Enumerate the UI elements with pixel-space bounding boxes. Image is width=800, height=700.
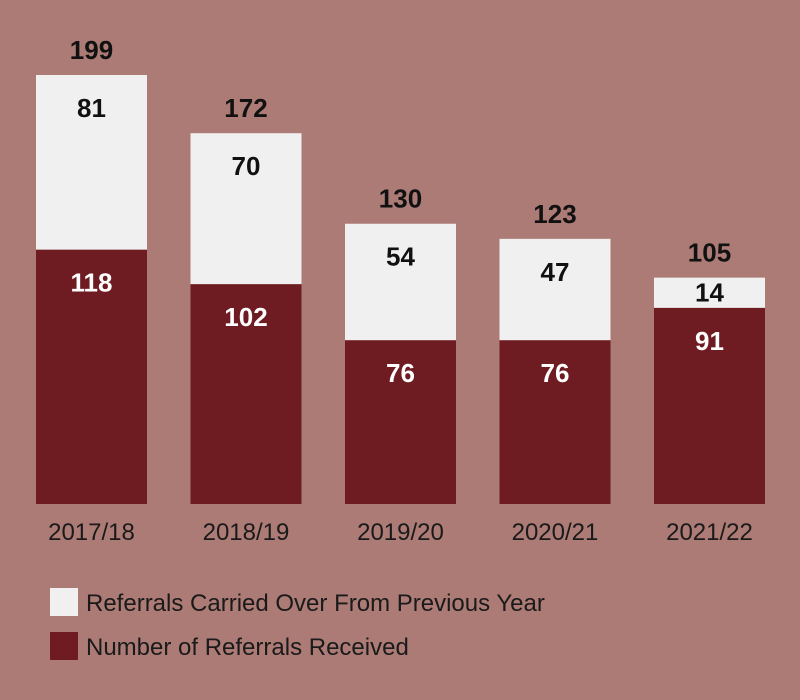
bar-segment-carried-over xyxy=(345,223,456,341)
total-label: 105 xyxy=(688,238,731,268)
x-tick-label: 2020/21 xyxy=(512,519,599,546)
bar-segment-carried-over xyxy=(499,238,611,341)
data-label-carried-over: 14 xyxy=(695,278,724,308)
legend-swatch xyxy=(50,588,78,616)
data-label-received: 102 xyxy=(224,302,267,332)
bar-segment-carried-over xyxy=(36,75,147,250)
x-tick-label: 2021/22 xyxy=(666,519,753,546)
total-label: 199 xyxy=(70,35,113,65)
total-label: 172 xyxy=(224,93,267,123)
x-tick-label: 2018/19 xyxy=(203,519,290,546)
data-label-carried-over: 47 xyxy=(541,257,570,287)
x-tick-label: 2017/18 xyxy=(48,519,135,546)
bar-segment-received xyxy=(499,340,611,504)
legend-label: Number of Referrals Received xyxy=(86,634,409,661)
data-label-carried-over: 81 xyxy=(77,93,106,123)
bar-segment-carried-over xyxy=(654,277,765,308)
data-label-carried-over: 70 xyxy=(232,151,261,181)
total-label: 123 xyxy=(533,199,576,229)
total-label: 130 xyxy=(379,184,422,214)
data-label-received: 91 xyxy=(695,326,724,356)
bar-segment-received xyxy=(654,307,765,504)
data-label-received: 76 xyxy=(386,358,415,388)
bar-segment-carried-over xyxy=(190,133,302,285)
data-label-received: 118 xyxy=(71,268,113,298)
bar-segment-received xyxy=(345,340,456,504)
bar-segment-received xyxy=(190,284,302,504)
data-label-carried-over: 54 xyxy=(386,242,415,272)
bar-segment-received xyxy=(36,249,147,504)
x-tick-label: 2019/20 xyxy=(357,519,444,546)
legend-label: Referrals Carried Over From Previous Yea… xyxy=(86,590,545,617)
data-label-received: 76 xyxy=(541,358,570,388)
legend-swatch xyxy=(50,632,78,660)
